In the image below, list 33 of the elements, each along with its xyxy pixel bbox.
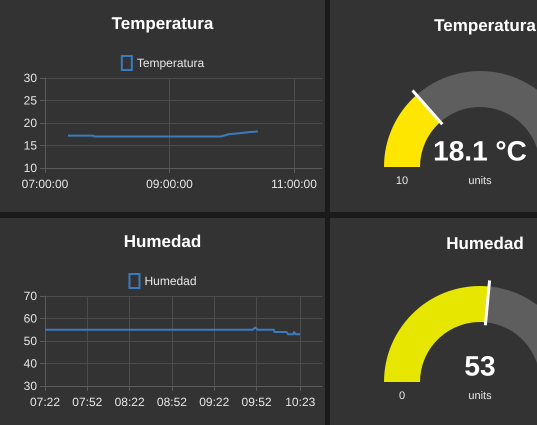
x-tick-label: 08:52: [156, 395, 188, 409]
x-tick-label: 07:00:00: [22, 177, 69, 191]
x-tick-label: 10:23: [285, 395, 316, 409]
text: 18.1 °C: [433, 136, 527, 166]
x-tick-label: 07:22: [30, 395, 60, 409]
legend-label: Humedad: [144, 274, 197, 288]
line-series: [44, 326, 301, 336]
text: 0: [398, 390, 406, 402]
y-tick-label: 20: [24, 116, 38, 130]
chart-title: Temperatura: [434, 16, 536, 35]
y-tick-label: 30: [24, 71, 38, 85]
x-tick-label: 09:52: [242, 395, 272, 409]
y-tick-label: 60: [24, 312, 38, 326]
y-tick-label: 15: [24, 138, 38, 152]
x-tick-label: 07:52: [72, 395, 103, 409]
y-tick-label: 30: [24, 379, 38, 393]
text: units: [468, 175, 492, 187]
text: 53: [464, 350, 496, 382]
x-tick-label: 08:22: [114, 395, 145, 409]
text: 10: [396, 175, 408, 187]
x-tick-label: 11:00:00: [271, 177, 318, 191]
chart-title: Humedad: [446, 234, 524, 253]
x-tick-label: 09:00:00: [146, 177, 194, 191]
chart-title: Temperatura: [112, 14, 214, 33]
y-tick-label: 10: [24, 161, 38, 175]
text: units: [468, 390, 492, 402]
y-tick-label: 40: [24, 356, 38, 370]
y-tick-label: 50: [24, 334, 38, 348]
legend-label: Temperatura: [136, 56, 205, 70]
x-tick-label: 09:22: [199, 395, 230, 409]
y-tick-label: 25: [24, 94, 38, 108]
y-tick-label: 70: [24, 289, 38, 303]
chart-title: Humedad: [124, 232, 202, 251]
